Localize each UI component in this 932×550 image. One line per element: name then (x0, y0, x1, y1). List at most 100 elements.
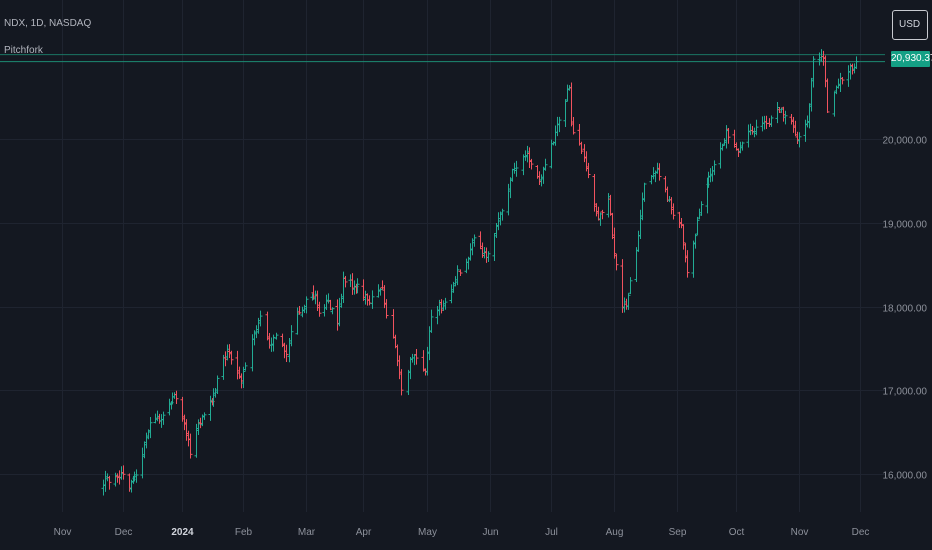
ohlc-bar (823, 55, 828, 88)
ohlc-bar (157, 413, 162, 424)
ohlc-bar (435, 306, 440, 325)
ohlc-bar (470, 238, 475, 256)
ohlc-bar (736, 148, 741, 158)
ohlc-bar (142, 441, 147, 459)
ohlc-bar (408, 356, 413, 380)
ohlc-bar (382, 285, 387, 309)
ohlc-bar (213, 388, 218, 398)
ohlc-bar (555, 116, 560, 137)
ohlc-bar (395, 344, 400, 367)
ohlc-bar (669, 197, 674, 215)
ohlc-bar (563, 99, 568, 127)
ohlc-bar (695, 216, 700, 235)
ohlc-bar (412, 354, 417, 366)
ohlc-bar (153, 413, 158, 424)
currency-button[interactable]: USD (892, 10, 928, 40)
ohlc-bar (455, 265, 460, 286)
ohlc-bar (606, 193, 611, 218)
indicator-label[interactable]: Pitchfork (4, 45, 43, 56)
ohlc-bar (284, 344, 289, 362)
ohlc-bar (202, 412, 207, 420)
ohlc-bar (167, 398, 172, 416)
ohlc-bar (258, 310, 263, 327)
ohlc-bar (614, 254, 619, 271)
ohlc-bar (681, 224, 686, 250)
ohlc-bar (484, 247, 489, 263)
ohlc-bar (243, 362, 248, 371)
ohlc-bar (697, 208, 702, 220)
ohlc-bar (671, 203, 676, 220)
time-tick-label: Aug (606, 527, 624, 538)
ohlc-bar (464, 258, 469, 274)
symbol-title[interactable]: NDX, 1D, NASDAQ (4, 18, 92, 29)
ohlc-bar (677, 211, 682, 228)
ohlc-bar (174, 390, 179, 404)
ohlc-bar (789, 113, 794, 125)
ohlc-bar (667, 195, 672, 203)
ohlc-bar (712, 160, 717, 176)
ohlc-bar (182, 414, 187, 431)
ohlc-bar (148, 417, 153, 439)
ohlc-bar (302, 304, 307, 313)
ohlc-bar (265, 311, 270, 341)
ohlc-bar (101, 479, 106, 496)
price-tick-label: 18,000.00 (883, 304, 928, 315)
ohlc-bar (539, 174, 544, 187)
ohlc-bar (172, 392, 177, 399)
ohlc-bar (184, 419, 189, 441)
ohlc-bar (289, 325, 294, 347)
ohlc-bar (194, 423, 199, 458)
ohlc-bar (159, 414, 164, 428)
ohlc-bar (343, 275, 348, 288)
time-axis[interactable]: Nov Dec 2024 Feb Mar Apr May Jun Jul Aug Sep Oct Nov… (54, 527, 870, 538)
ohlc-bar (754, 119, 759, 136)
ohlc-bar (746, 124, 751, 148)
ohlc-bar (235, 350, 240, 380)
ohlc-bar (391, 309, 396, 339)
ohlc-bar (586, 162, 591, 179)
price-axis[interactable]: 16,000.00 17,000.00 18,000.00 19,000.00 20,0… (883, 136, 928, 482)
ohlc-bar (793, 120, 798, 137)
ohlc-bar (500, 208, 505, 221)
ohlc-bar (840, 77, 845, 85)
ohlc-bar (103, 470, 108, 492)
ohlc-bar (198, 417, 203, 429)
ohlc-bar (626, 293, 631, 310)
ohlc-bar (297, 306, 302, 315)
ohlc-bar (196, 419, 201, 435)
ohlc-bar (752, 127, 757, 138)
ohlc-bar (200, 414, 205, 427)
ohlc-bar (508, 177, 513, 199)
ohlc-bar (699, 201, 704, 216)
ohlc-bar (287, 338, 292, 363)
ohlc-bar (134, 469, 139, 483)
ohlc-bar (521, 154, 526, 176)
ohlc-bar (406, 369, 411, 395)
ohlc-bar (691, 240, 696, 278)
ohlc-bar (579, 141, 584, 154)
ohlc-bar (775, 102, 780, 124)
ohlc-bar (811, 56, 816, 88)
ohlc-bar (397, 355, 402, 380)
price-tick-label: 19,000.00 (883, 220, 928, 231)
ohlc-bar (241, 366, 246, 389)
chart-grid (0, 0, 885, 512)
ohlc-bar (852, 63, 857, 74)
ohlc-bar (352, 280, 357, 295)
ohlc-bar (140, 447, 145, 479)
ohlc-bar (760, 116, 765, 132)
ohlc-bar (569, 82, 574, 127)
ohlc-bar (399, 369, 404, 396)
ohlc-bar (594, 203, 599, 217)
last-price-tag: 20,930.37 (891, 51, 932, 67)
ohlc-bar (807, 103, 812, 129)
ohlc-bar (370, 290, 375, 309)
ohlc-bar (748, 123, 753, 136)
ohlc-bar (506, 183, 511, 216)
ohlc-bar (227, 344, 232, 359)
ohlc-bar (512, 162, 517, 174)
ohlc-bar (636, 230, 641, 252)
ohlc-bar (449, 284, 454, 304)
ohlc-bar (832, 91, 837, 117)
